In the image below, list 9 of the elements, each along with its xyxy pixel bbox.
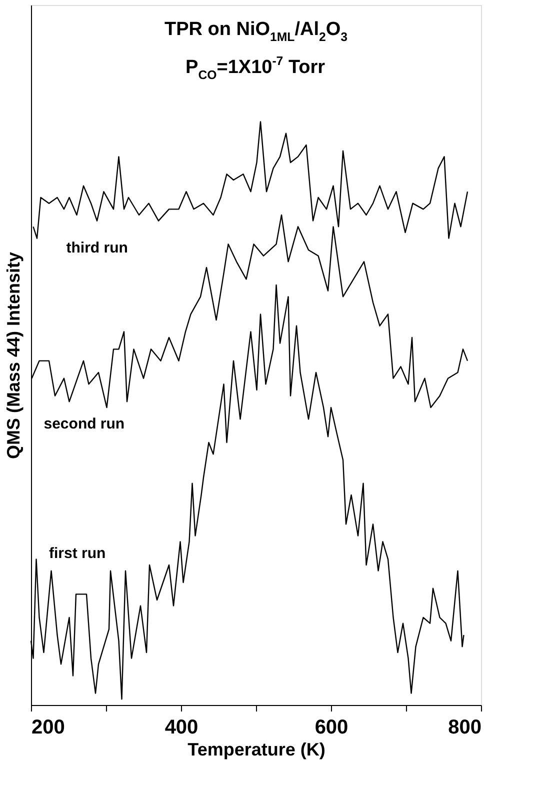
series-label: first run	[49, 544, 106, 562]
x-tick-label: 400	[164, 716, 198, 738]
x-tick-label: 600	[314, 716, 348, 738]
x-tick-label: 200	[32, 716, 65, 738]
x-axis-title: Temperature (K)	[188, 740, 326, 760]
series-label: third run	[66, 240, 128, 257]
series-label: second run	[44, 415, 125, 432]
y-axis-title: QMS (Mass 44) Intensity	[4, 252, 24, 460]
x-tick-label: 800	[448, 716, 482, 738]
